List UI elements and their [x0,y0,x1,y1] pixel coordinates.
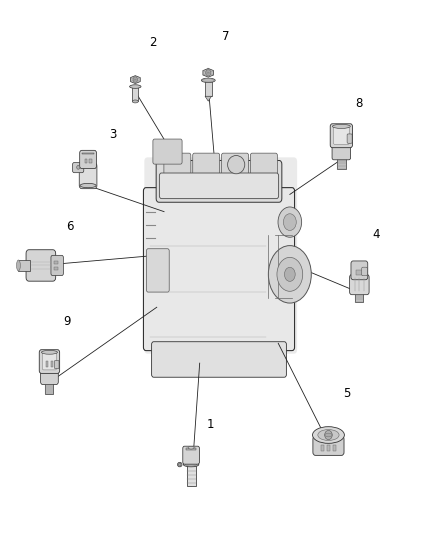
Text: 5: 5 [343,387,350,400]
Text: 8: 8 [355,97,362,110]
Bar [54,267,58,270]
FancyBboxPatch shape [41,368,58,384]
Ellipse shape [42,350,57,354]
Ellipse shape [17,260,20,271]
FancyBboxPatch shape [144,157,297,354]
Bar [51,361,53,367]
Ellipse shape [132,100,138,103]
Bar [82,152,94,154]
FancyBboxPatch shape [193,153,220,182]
Bar [187,465,196,486]
Bar [89,159,92,163]
FancyBboxPatch shape [362,267,367,276]
FancyBboxPatch shape [222,153,248,182]
Ellipse shape [130,85,141,88]
FancyBboxPatch shape [54,360,59,368]
FancyBboxPatch shape [313,436,344,455]
FancyBboxPatch shape [164,153,191,182]
Ellipse shape [228,156,245,174]
Text: 6: 6 [66,220,74,233]
Ellipse shape [313,427,344,443]
Bar [356,270,363,275]
FancyBboxPatch shape [347,134,352,143]
FancyBboxPatch shape [39,350,60,374]
Ellipse shape [278,207,302,237]
Ellipse shape [283,214,296,230]
Bar [355,292,364,302]
Bar [54,261,58,264]
FancyBboxPatch shape [73,163,84,173]
Text: 3: 3 [110,128,117,141]
FancyBboxPatch shape [146,249,169,292]
Text: 7: 7 [222,30,229,44]
Polygon shape [131,76,140,84]
Bar [18,260,30,271]
Text: 2: 2 [149,36,157,49]
FancyBboxPatch shape [42,353,57,370]
FancyBboxPatch shape [330,124,353,148]
FancyBboxPatch shape [350,274,369,295]
FancyBboxPatch shape [26,250,56,281]
Ellipse shape [185,463,197,466]
Bar [205,80,212,96]
Bar [321,446,324,451]
Ellipse shape [284,267,295,281]
Circle shape [325,431,332,440]
Ellipse shape [318,430,339,440]
Circle shape [179,463,181,466]
FancyBboxPatch shape [144,188,294,351]
Bar [46,361,48,367]
FancyBboxPatch shape [183,446,199,464]
FancyBboxPatch shape [80,150,96,168]
FancyBboxPatch shape [333,127,349,144]
FancyBboxPatch shape [79,163,97,189]
Bar [132,86,138,101]
Ellipse shape [80,183,96,188]
FancyBboxPatch shape [159,173,279,199]
Polygon shape [203,68,214,77]
FancyBboxPatch shape [153,139,182,164]
Ellipse shape [277,257,303,292]
Circle shape [77,165,80,169]
Bar [337,157,346,169]
Bar [333,446,336,451]
Ellipse shape [184,462,199,467]
FancyBboxPatch shape [152,342,286,377]
Text: 1: 1 [207,418,215,431]
Text: 4: 4 [373,229,380,241]
FancyBboxPatch shape [156,160,282,202]
Circle shape [133,77,138,83]
Polygon shape [205,96,212,101]
Bar [327,446,330,451]
FancyBboxPatch shape [51,255,64,276]
Ellipse shape [268,246,311,303]
Bar [186,448,197,449]
Text: 9: 9 [63,314,71,328]
FancyBboxPatch shape [351,261,368,280]
Ellipse shape [325,433,332,437]
Bar [85,159,87,163]
Circle shape [206,70,211,76]
FancyBboxPatch shape [251,153,277,182]
Bar [46,382,53,394]
Ellipse shape [332,124,350,128]
Ellipse shape [177,462,182,467]
Ellipse shape [188,447,194,449]
FancyBboxPatch shape [332,143,350,160]
Ellipse shape [202,79,214,82]
Ellipse shape [201,78,215,83]
